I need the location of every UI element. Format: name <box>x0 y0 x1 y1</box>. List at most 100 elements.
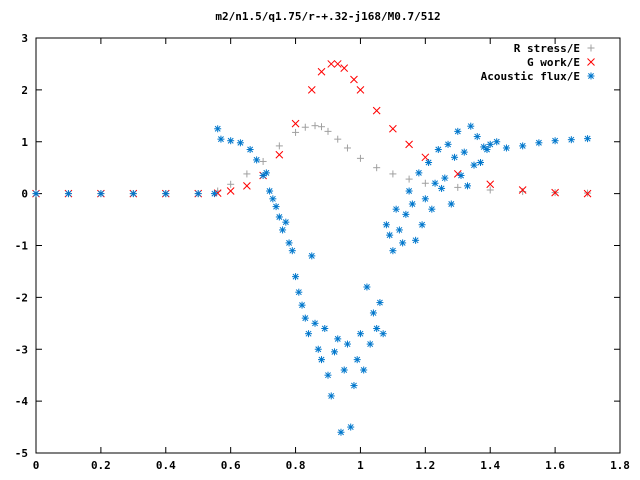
data-point <box>356 154 364 162</box>
data-point <box>301 123 309 131</box>
x-tick-label: 1.2 <box>415 459 435 472</box>
data-point <box>350 75 358 84</box>
y-tick-label: -1 <box>15 240 29 253</box>
data-point <box>467 122 475 130</box>
data-point <box>421 153 430 162</box>
data-point <box>366 340 374 348</box>
data-point <box>382 221 390 229</box>
y-tick-label: 0 <box>21 188 28 201</box>
data-point <box>392 205 400 213</box>
data-point <box>360 366 368 374</box>
data-point <box>327 392 335 400</box>
data-point <box>434 146 442 154</box>
data-point <box>343 144 351 152</box>
data-point <box>253 156 261 164</box>
data-point <box>418 221 426 229</box>
data-point <box>476 159 484 166</box>
data-point <box>444 140 452 148</box>
x-tick-label: 1 <box>357 459 364 472</box>
x-tick-label: 0.4 <box>156 459 176 472</box>
data-point <box>389 170 397 178</box>
data-point <box>412 236 420 244</box>
data-point <box>285 239 293 247</box>
data-point <box>262 169 270 177</box>
x-tick-label: 1.8 <box>610 459 630 472</box>
y-tick-label: -2 <box>15 291 28 304</box>
data-point <box>486 180 495 189</box>
series-layer <box>32 60 592 436</box>
data-point <box>337 428 345 436</box>
legend-label: G work/E <box>527 56 580 69</box>
y-tick-label: -4 <box>15 395 29 408</box>
data-point <box>272 203 280 211</box>
data-point <box>340 64 349 72</box>
plot-frame <box>35 37 621 454</box>
data-point <box>324 371 332 379</box>
data-point <box>519 188 527 196</box>
data-point <box>162 190 170 198</box>
data-point <box>350 382 358 390</box>
data-point <box>327 60 336 68</box>
y-tick-label: -3 <box>15 343 28 356</box>
data-point <box>405 140 413 149</box>
data-point <box>376 299 384 307</box>
data-point <box>282 218 290 226</box>
data-point <box>389 247 397 255</box>
legend-label: R stress/E <box>514 42 580 55</box>
y-tick-label: 3 <box>21 32 28 45</box>
data-point <box>340 366 348 374</box>
y-tick-label: -5 <box>15 447 28 460</box>
data-point <box>307 86 316 94</box>
data-point <box>421 195 429 203</box>
data-point <box>318 356 326 364</box>
data-point <box>324 127 332 135</box>
data-point <box>64 190 72 198</box>
legend-label: Acoustic flux/E <box>481 70 580 83</box>
chart-title: m2/n1.5/q1.75/r-+.32-j168/M0.7/512 <box>215 10 440 23</box>
data-point <box>227 180 235 188</box>
data-point <box>343 340 351 348</box>
data-point <box>399 239 407 247</box>
data-point <box>363 283 371 291</box>
x-tick-label: 0 <box>33 459 40 472</box>
data-point <box>408 200 416 208</box>
data-point <box>97 190 105 198</box>
data-point <box>402 210 410 218</box>
y-tick-label: 2 <box>21 84 28 97</box>
y-tick-label: 1 <box>21 136 28 149</box>
data-point <box>291 119 300 128</box>
data-point <box>438 184 446 192</box>
data-point <box>321 325 329 332</box>
data-point <box>493 138 501 146</box>
data-point <box>567 136 575 144</box>
data-point <box>431 179 439 187</box>
plot-area <box>35 37 621 454</box>
data-point <box>308 252 316 260</box>
data-point <box>217 135 225 143</box>
x-tick-label: 0.2 <box>91 459 111 472</box>
data-point <box>266 187 274 195</box>
data-point <box>454 127 462 135</box>
data-point <box>246 146 254 154</box>
data-point <box>535 139 543 147</box>
data-point <box>214 125 222 133</box>
x-tick-label: 0.8 <box>286 459 306 472</box>
data-point <box>451 153 459 161</box>
data-point <box>464 182 472 190</box>
data-point <box>213 189 222 197</box>
series-0 <box>32 122 592 198</box>
data-point <box>314 345 322 353</box>
data-point <box>389 124 397 133</box>
data-point <box>317 67 326 76</box>
data-point <box>551 188 559 197</box>
data-point <box>473 133 481 141</box>
data-point <box>333 60 342 68</box>
x-tick-label: 1.6 <box>545 459 565 472</box>
data-point <box>288 247 296 255</box>
data-point <box>483 146 491 154</box>
data-point <box>454 183 462 191</box>
data-point <box>470 161 478 169</box>
data-point <box>356 86 365 94</box>
